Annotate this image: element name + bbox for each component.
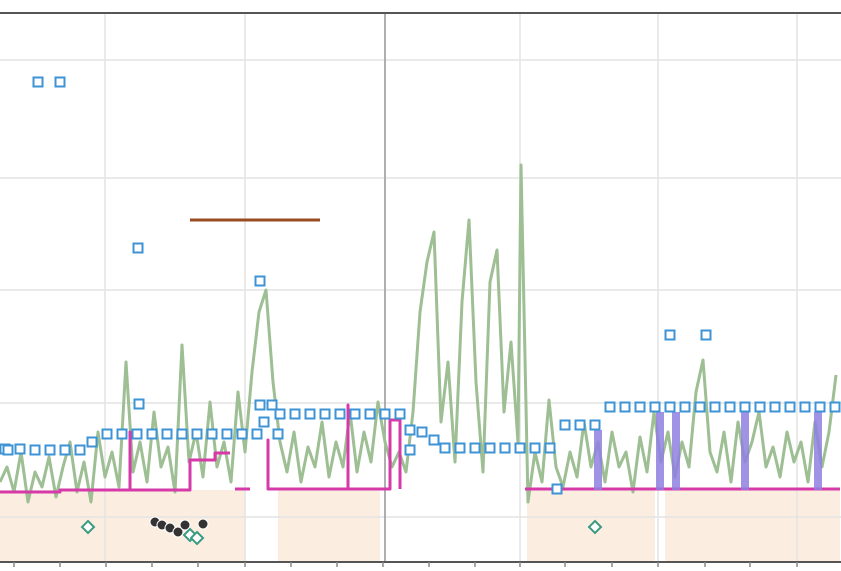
square-marker <box>54 76 66 88</box>
square-marker <box>529 442 541 454</box>
square-marker <box>544 442 556 454</box>
square-marker <box>176 428 188 440</box>
square-marker <box>14 443 26 455</box>
square-marker <box>700 329 712 341</box>
square-marker <box>258 416 270 428</box>
range-bar <box>741 412 749 490</box>
square-marker <box>161 428 173 440</box>
band <box>278 490 380 562</box>
square-marker <box>274 408 286 420</box>
square-marker <box>272 428 284 440</box>
square-marker <box>814 401 826 413</box>
square-marker <box>739 401 751 413</box>
square-marker <box>551 483 563 495</box>
square-marker <box>499 442 511 454</box>
square-marker <box>394 408 406 420</box>
tick-layer <box>13 562 798 567</box>
square-marker <box>206 428 218 440</box>
range-bar <box>594 430 602 490</box>
square-marker <box>32 76 44 88</box>
square-marker <box>679 401 691 413</box>
square-marker <box>2 444 14 456</box>
diamond-marker <box>189 530 205 546</box>
square-marker <box>133 398 145 410</box>
square-marker <box>146 428 158 440</box>
circle-marker <box>179 519 191 531</box>
square-marker <box>784 401 796 413</box>
square-marker <box>404 444 416 456</box>
square-marker <box>131 428 143 440</box>
circle-marker <box>197 518 209 530</box>
square-marker <box>304 408 316 420</box>
square-marker <box>221 428 233 440</box>
square-marker <box>236 428 248 440</box>
square-marker <box>416 426 428 438</box>
square-marker <box>634 401 646 413</box>
square-marker <box>254 275 266 287</box>
square-marker <box>574 419 586 431</box>
square-marker <box>349 408 361 420</box>
square-marker <box>266 399 278 411</box>
grid-layer <box>0 13 841 562</box>
square-marker <box>404 424 416 436</box>
circle-marker <box>172 526 184 538</box>
square-marker <box>454 442 466 454</box>
square-marker <box>59 444 71 456</box>
square-marker <box>191 428 203 440</box>
square-marker <box>86 436 98 448</box>
square-marker <box>74 444 86 456</box>
square-marker <box>29 444 41 456</box>
range-bar <box>656 412 664 490</box>
square-marker <box>254 399 266 411</box>
square-marker <box>484 442 496 454</box>
square-marker <box>709 401 721 413</box>
square-marker <box>364 408 376 420</box>
square-marker <box>439 442 451 454</box>
square-marker <box>334 408 346 420</box>
square-marker <box>664 329 676 341</box>
square-marker <box>664 401 676 413</box>
line <box>0 163 838 504</box>
square-marker <box>44 444 56 456</box>
square-marker <box>649 401 661 413</box>
square-marker <box>589 419 601 431</box>
square-marker <box>469 442 481 454</box>
background-layer <box>0 490 840 562</box>
square-marker <box>514 442 526 454</box>
square-marker <box>559 419 571 431</box>
square-marker <box>379 408 391 420</box>
square-marker <box>619 401 631 413</box>
square-marker <box>769 401 781 413</box>
square-marker <box>724 401 736 413</box>
square-marker <box>251 428 263 440</box>
diamond-marker <box>587 519 603 535</box>
band <box>665 490 840 562</box>
square-marker <box>799 401 811 413</box>
square-marker <box>116 428 128 440</box>
diamond-marker <box>80 519 96 535</box>
band <box>0 490 245 562</box>
square-marker <box>289 408 301 420</box>
square-marker <box>829 401 841 413</box>
square-marker <box>754 401 766 413</box>
square-marker <box>604 401 616 413</box>
data-layer <box>0 76 841 546</box>
square-marker <box>694 401 706 413</box>
square-marker <box>428 434 440 446</box>
range-bar <box>672 412 680 490</box>
square-marker <box>101 428 113 440</box>
line <box>0 403 840 494</box>
range-bar <box>814 412 822 490</box>
square-marker <box>132 242 144 254</box>
square-marker <box>319 408 331 420</box>
